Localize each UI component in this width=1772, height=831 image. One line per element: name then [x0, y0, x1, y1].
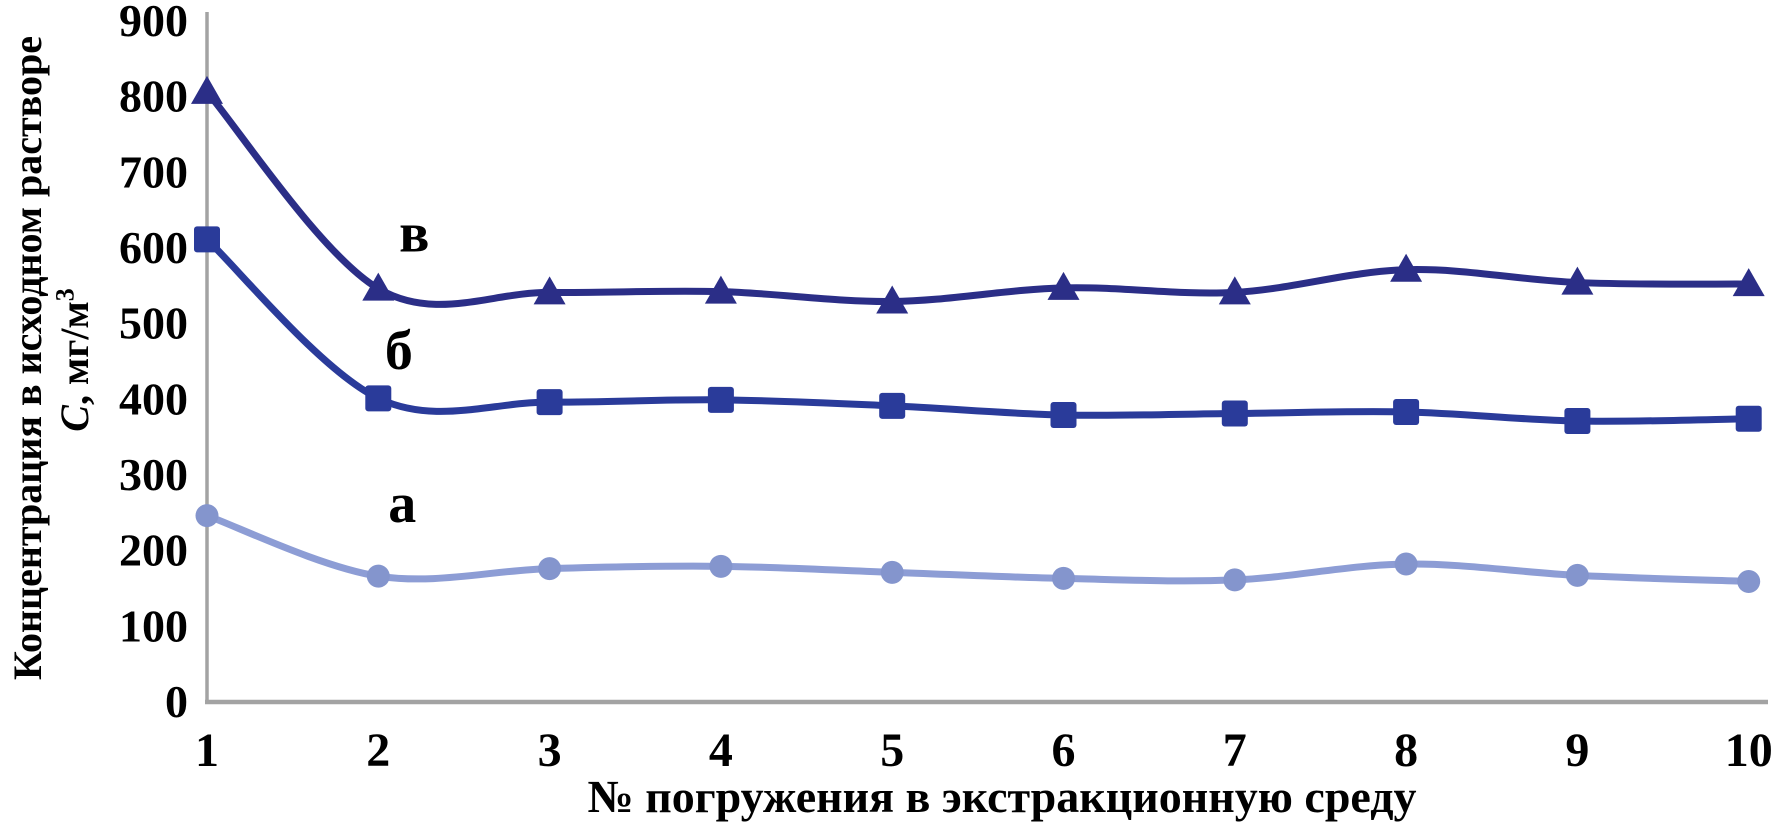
series-a-marker — [1223, 568, 1247, 592]
series-v-marker — [1047, 271, 1080, 300]
series-b-marker — [1221, 400, 1248, 427]
y-tick-label: 700 — [119, 146, 188, 197]
series-v-marker — [362, 272, 395, 301]
series-a-marker — [195, 504, 219, 528]
series-b-marker — [879, 392, 906, 419]
y-tick-label: 300 — [119, 449, 188, 500]
series-v-marker — [191, 75, 223, 104]
y-axis-symbol: С — [52, 405, 97, 432]
series-lines — [203, 88, 1753, 585]
x-axis-tick-labels: 1 2 3 4 5 6 7 8 9 10 — [195, 724, 1772, 777]
series-a-marker — [1394, 552, 1418, 576]
series-b-marker — [194, 226, 220, 253]
y-tick-label: 0 — [165, 676, 188, 727]
series-a-marker — [538, 557, 562, 581]
axes — [205, 12, 1768, 705]
y-axis-unit: , мг/м — [52, 301, 97, 406]
y-axis-title-line2: С, мг/м3 — [51, 40, 98, 680]
series-a-label: а — [388, 473, 416, 535]
series-a-marker — [1052, 566, 1075, 590]
series-v-marker — [876, 285, 909, 314]
series-a-marker — [880, 560, 904, 584]
y-tick-label: 600 — [119, 222, 188, 273]
series-a-marker — [366, 564, 390, 588]
series-v-line — [203, 88, 1753, 308]
y-axis-title: Концентрация в исходном растворе С, мг/м… — [4, 36, 100, 680]
y-tick-label: 900 — [119, 0, 188, 46]
x-tick-label: 10 — [1725, 724, 1772, 777]
series-b-marker — [707, 386, 734, 413]
y-tick-label: 500 — [119, 298, 188, 349]
x-tick-label: 7 — [1223, 724, 1247, 777]
series-b-marker — [1564, 408, 1591, 435]
x-tick-label: 8 — [1394, 724, 1418, 777]
series-b-label: б — [385, 320, 413, 382]
series-v-marker — [1218, 276, 1251, 305]
x-tick-label: 4 — [709, 724, 733, 777]
series-letter-labels: а бв — [385, 203, 430, 535]
x-axis-title: № погружения в экстракционную среду — [587, 771, 1416, 822]
y-tick-label: 200 — [119, 525, 188, 576]
series-v-label: в — [399, 203, 429, 265]
series-v-marker — [533, 276, 566, 305]
series-b-line — [203, 235, 1753, 425]
y-tick-label: 400 — [119, 373, 188, 424]
series-a-marker — [709, 554, 733, 578]
series-b-marker — [1393, 398, 1420, 425]
series-a-marker — [1737, 569, 1761, 593]
series-v-marker — [704, 275, 737, 304]
series-b-marker — [536, 389, 563, 416]
x-tick-label: 2 — [366, 724, 390, 777]
x-tick-label: 6 — [1052, 724, 1076, 777]
series-b-marker — [1735, 405, 1762, 432]
y-axis-unit-superscript: 3 — [50, 288, 80, 302]
series-b-marker — [1050, 401, 1077, 428]
y-tick-label: 100 — [119, 600, 188, 651]
series-v-marker — [1732, 268, 1765, 297]
x-tick-label: 9 — [1565, 724, 1589, 777]
y-tick-label: 800 — [119, 71, 188, 122]
y-axis-title-line1: Концентрация в исходном растворе — [5, 36, 50, 680]
series-v-marker — [1390, 253, 1423, 282]
x-tick-label: 1 — [195, 724, 219, 777]
series-b-marker — [365, 385, 392, 412]
series-a-line — [203, 512, 1753, 585]
series-markers — [191, 75, 1765, 593]
series-v-marker — [1561, 266, 1594, 295]
x-tick-label: 3 — [538, 724, 562, 777]
series-a-marker — [1565, 563, 1589, 587]
y-axis-tick-labels: 0 100 200 300 400 500 600 700 800 900 — [119, 0, 188, 727]
x-tick-label: 5 — [880, 724, 904, 777]
